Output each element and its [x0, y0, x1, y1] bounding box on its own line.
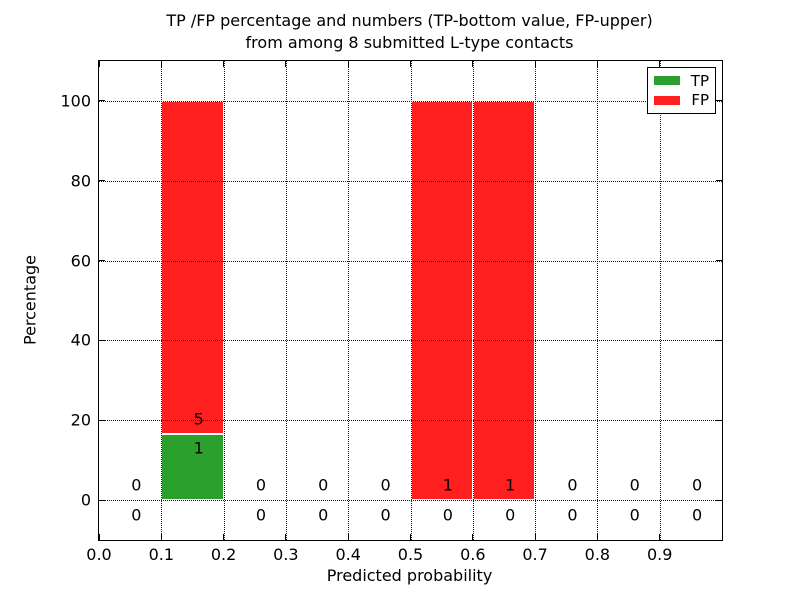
y-tick-mark [716, 339, 722, 341]
vertical-gridline [410, 61, 412, 540]
legend-item-fp: FP [654, 91, 709, 109]
tp-swatch-icon [654, 76, 680, 86]
vertical-gridline [659, 61, 661, 540]
x-tick-mark [347, 534, 349, 540]
vertical-gridline [535, 61, 537, 540]
tp-count-label: 0 [131, 505, 142, 525]
chart-title-line2: from among 8 submitted L-type contacts [245, 33, 574, 52]
x-tick-mark [160, 534, 162, 540]
x-axis-label: Predicted probability [326, 566, 493, 585]
x-tick-mark [472, 61, 474, 67]
tp-count-label: 1 [193, 438, 204, 458]
vertical-gridline [597, 61, 599, 540]
x-tick-label: 0.2 [210, 545, 237, 564]
fp-count-label: 0 [131, 475, 142, 495]
x-tick-label: 0.1 [148, 545, 175, 564]
y-tick-mark [99, 339, 105, 341]
chart-title: TP /FP percentage and numbers (TP-bottom… [98, 10, 721, 54]
x-tick-label: 0.0 [86, 545, 112, 564]
y-tick-mark [99, 499, 105, 501]
fp-count-label: 0 [567, 475, 578, 495]
y-tick-mark [716, 419, 722, 421]
x-tick-mark [659, 61, 661, 67]
bar-tp-segment [161, 433, 224, 501]
bar-fp-segment [410, 100, 473, 501]
tp-count-label: 0 [505, 505, 516, 525]
tp-count-label: 0 [629, 505, 640, 525]
plot-area: 0.0 0.1 0.2 0.3 0.4 0.5 0.6 0.7 0.8 0.9 0 20 40 60 80 1… [60, 60, 723, 564]
fp-count-label: 0 [255, 475, 267, 495]
legend-label: TP [690, 71, 709, 90]
y-tick-label: 100 [60, 91, 91, 111]
y-tick-mark [716, 499, 722, 501]
legend-label: FP [691, 91, 709, 110]
x-tick-label: 0.9 [646, 545, 673, 564]
fp-count-label: 1 [442, 475, 453, 495]
y-tick-label: 20 [70, 410, 91, 430]
y-tick-label: 40 [70, 330, 91, 350]
fp-count-label: 0 [318, 475, 329, 495]
x-tick-mark [285, 61, 287, 67]
x-tick-mark [223, 61, 225, 67]
x-tick-label: 0.7 [522, 545, 548, 564]
x-tick-mark [223, 534, 225, 540]
x-tick-mark [285, 534, 287, 540]
y-tick-mark [716, 100, 722, 102]
fp-count-label: 5 [193, 409, 204, 429]
x-tick-mark [534, 534, 536, 540]
bar-fp-segment [161, 100, 224, 434]
x-tick-mark [160, 61, 162, 67]
x-tick-label: 0.8 [584, 545, 611, 564]
fp-count-label: 0 [691, 475, 703, 495]
vertical-gridline [348, 61, 350, 540]
tp-count-label: 0 [318, 505, 329, 525]
y-tick-mark [716, 180, 722, 182]
x-tick-mark [347, 61, 349, 67]
x-tick-mark [472, 534, 474, 540]
y-tick-label: 60 [70, 251, 91, 271]
x-tick-mark [596, 534, 598, 540]
y-tick-label: 80 [70, 171, 91, 191]
fp-count-label: 0 [380, 475, 391, 495]
x-tick-mark [410, 61, 411, 67]
x-tick-label: 0.5 [397, 545, 424, 564]
y-tick-mark [99, 419, 105, 421]
tp-count-label: 0 [255, 505, 267, 525]
vertical-gridline [161, 61, 163, 540]
x-tick-label: 0.4 [335, 545, 361, 564]
bar-fp-segment [472, 100, 536, 501]
vertical-gridline [285, 61, 287, 540]
vertical-gridline [472, 61, 474, 540]
x-tick-label: 0.3 [273, 545, 299, 564]
y-tick-label: 0 [80, 490, 91, 510]
legend-item-tp: TP [654, 72, 709, 90]
x-tick-label: 0.6 [460, 545, 486, 564]
fp-count-label: 0 [629, 475, 640, 495]
tp-count-label: 0 [691, 505, 703, 525]
tp-count-label: 0 [442, 505, 453, 525]
chart-title-line1: TP /FP percentage and numbers (TP-bottom… [166, 11, 653, 30]
y-tick-mark [99, 180, 105, 182]
x-tick-mark [659, 534, 661, 540]
fp-swatch-icon [654, 95, 680, 105]
x-tick-mark [534, 61, 536, 67]
x-tick-mark [596, 61, 598, 67]
x-tick-mark [410, 534, 411, 540]
y-tick-mark [716, 260, 722, 262]
y-tick-mark [99, 100, 105, 102]
x-tick-mark [98, 61, 100, 67]
vertical-gridline [223, 61, 225, 540]
y-tick-mark [99, 260, 105, 262]
fp-count-label: 1 [505, 475, 516, 495]
tp-count-label: 0 [380, 505, 391, 525]
tp-count-label: 0 [567, 505, 578, 525]
legend: TP FP [647, 67, 716, 114]
x-tick-mark [98, 534, 100, 540]
